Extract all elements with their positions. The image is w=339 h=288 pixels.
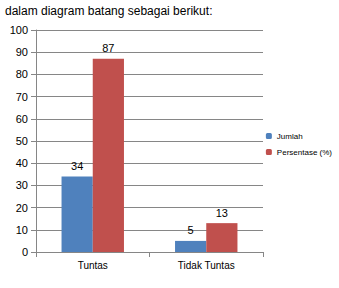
svg-text:0: 0: [22, 246, 28, 258]
svg-text:Persentase (%): Persentase (%): [277, 148, 332, 157]
svg-text:Tidak Tuntas: Tidak Tuntas: [178, 260, 235, 271]
svg-text:70: 70: [16, 91, 28, 103]
svg-text:50: 50: [16, 135, 28, 147]
svg-text:40: 40: [16, 157, 28, 169]
svg-text:34: 34: [71, 160, 83, 172]
svg-text:80: 80: [16, 68, 28, 80]
svg-text:30: 30: [16, 179, 28, 191]
svg-text:20: 20: [16, 202, 28, 214]
svg-text:5: 5: [188, 224, 194, 236]
svg-text:60: 60: [16, 113, 28, 125]
svg-text:Tuntas: Tuntas: [78, 260, 108, 271]
svg-text:87: 87: [102, 42, 114, 54]
svg-text:100: 100: [10, 24, 28, 36]
svg-text:Jumlah: Jumlah: [277, 132, 303, 141]
svg-text:13: 13: [216, 207, 228, 219]
svg-text:dalam diagram batang sebagai b: dalam diagram batang sebagai berikut:: [5, 4, 212, 18]
svg-text:10: 10: [16, 224, 28, 236]
svg-text:90: 90: [16, 46, 28, 58]
